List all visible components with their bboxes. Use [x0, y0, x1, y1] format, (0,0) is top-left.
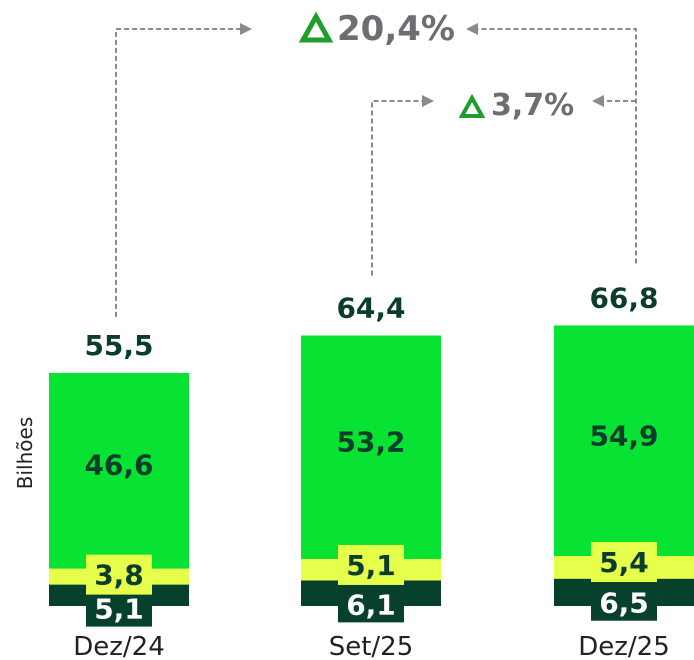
bars — [49, 325, 694, 606]
value-label-top-0: 46,6 — [84, 449, 153, 482]
arrow-line-right-1 — [478, 28, 637, 264]
bar-top-1 — [301, 335, 441, 559]
value-label-bottom-2: 6,5 — [599, 587, 649, 620]
comparison-arrows — [115, 23, 637, 317]
delta-triangle-small-icon — [458, 93, 486, 118]
value-label-middle-1: 5,1 — [346, 549, 396, 582]
value-label-top-2: 54,9 — [589, 419, 658, 452]
label-box-middle-1 — [338, 544, 404, 585]
label-box-middle-0 — [86, 554, 152, 595]
arrow-line-left-2 — [371, 100, 422, 276]
arrow-line-left-1 — [115, 28, 240, 317]
x-tick-label-1: Set/25 — [329, 632, 414, 660]
value-label-middle-0: 3,8 — [94, 559, 144, 592]
delta-label-0: 20,4% — [337, 9, 455, 49]
bar-top-0 — [49, 372, 189, 569]
total-label-1: 64,4 — [336, 292, 405, 325]
label-box-bottom-2 — [591, 584, 657, 621]
total-label-0: 55,5 — [84, 329, 153, 362]
delta-triangle-icon — [298, 11, 334, 43]
label-box-middle-2 — [591, 542, 657, 583]
label-box-bottom-0 — [86, 590, 152, 627]
arrow-head-left-2 — [422, 95, 434, 107]
arrow-head-right-2 — [592, 95, 604, 107]
bar-top-2 — [554, 325, 694, 557]
value-label-bottom-0: 5,1 — [94, 593, 144, 626]
value-label-top-1: 53,2 — [336, 426, 405, 459]
y-axis-label: Bilhões — [13, 417, 37, 489]
arrow-head-right-1 — [466, 23, 478, 35]
x-tick-label-0: Dez/24 — [73, 632, 165, 660]
value-label-middle-2: 5,4 — [599, 546, 649, 579]
label-box-bottom-1 — [338, 586, 404, 623]
value-label-bottom-1: 6,1 — [346, 588, 396, 621]
total-label-2: 66,8 — [589, 281, 658, 314]
arrow-head-left-1 — [240, 23, 252, 35]
labels: 5,13,846,655,5Dez/246,15,153,264,4Set/25… — [73, 9, 670, 660]
delta-label-1: 3,7% — [491, 88, 574, 123]
x-tick-label-2: Dez/25 — [578, 632, 670, 660]
